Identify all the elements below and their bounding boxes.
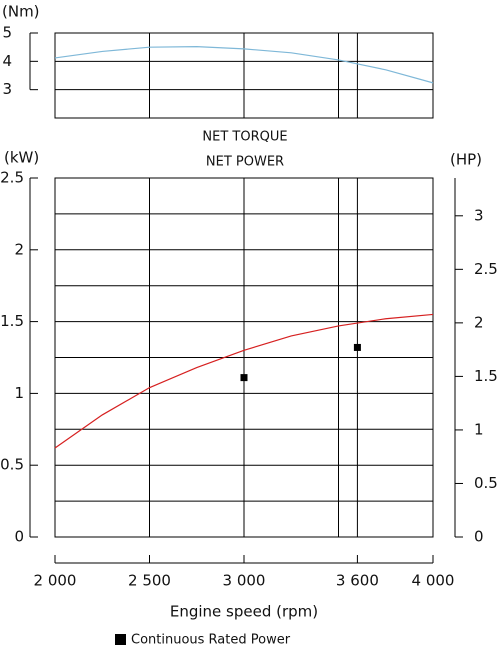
y-tick-label: 1.5 (0, 312, 24, 330)
x-tick-label: 3 600 (336, 572, 379, 590)
y-tick-label: 2 (14, 240, 24, 258)
x-tick-label: 3 000 (223, 572, 266, 590)
y-tick-label: 4 (2, 52, 12, 70)
y-tick-label: 0 (14, 528, 24, 546)
y-tick-label: 2.5 (0, 169, 24, 187)
y2-axis-label: (HP) (450, 151, 482, 169)
legend-swatch (115, 634, 126, 645)
x-axis-label: Engine speed (rpm) (170, 603, 318, 621)
y2-tick-label: 0 (474, 528, 484, 546)
series-line (54, 313, 434, 449)
x-tick-label: 2 000 (34, 572, 77, 590)
y2-tick-label: 2 (474, 313, 484, 331)
y2-tick-label: 2.5 (474, 260, 498, 278)
y2-tick-label: 3 (474, 206, 484, 224)
y-tick-label: 1 (14, 384, 24, 402)
legend-label: Continuous Rated Power (131, 633, 291, 648)
chart-title: NET TORQUE (202, 130, 287, 145)
x-tick-label: 2 500 (128, 572, 171, 590)
y-axis-label: (Nm) (2, 3, 40, 21)
data-point (353, 343, 361, 351)
y-axis-label: (kW) (4, 149, 39, 167)
series-line (54, 45, 434, 84)
y-tick-label: 3 (2, 80, 12, 98)
y2-tick-label: 0.5 (474, 474, 498, 492)
y2-tick-label: 1.5 (474, 367, 498, 385)
chart-title: NET POWER (206, 155, 284, 170)
x-tick-label: 4 000 (412, 572, 455, 590)
y-tick-label: 5 (2, 24, 12, 42)
y-tick-label: 0.5 (0, 456, 24, 474)
y2-tick-label: 1 (474, 420, 484, 438)
data-point (240, 374, 248, 382)
